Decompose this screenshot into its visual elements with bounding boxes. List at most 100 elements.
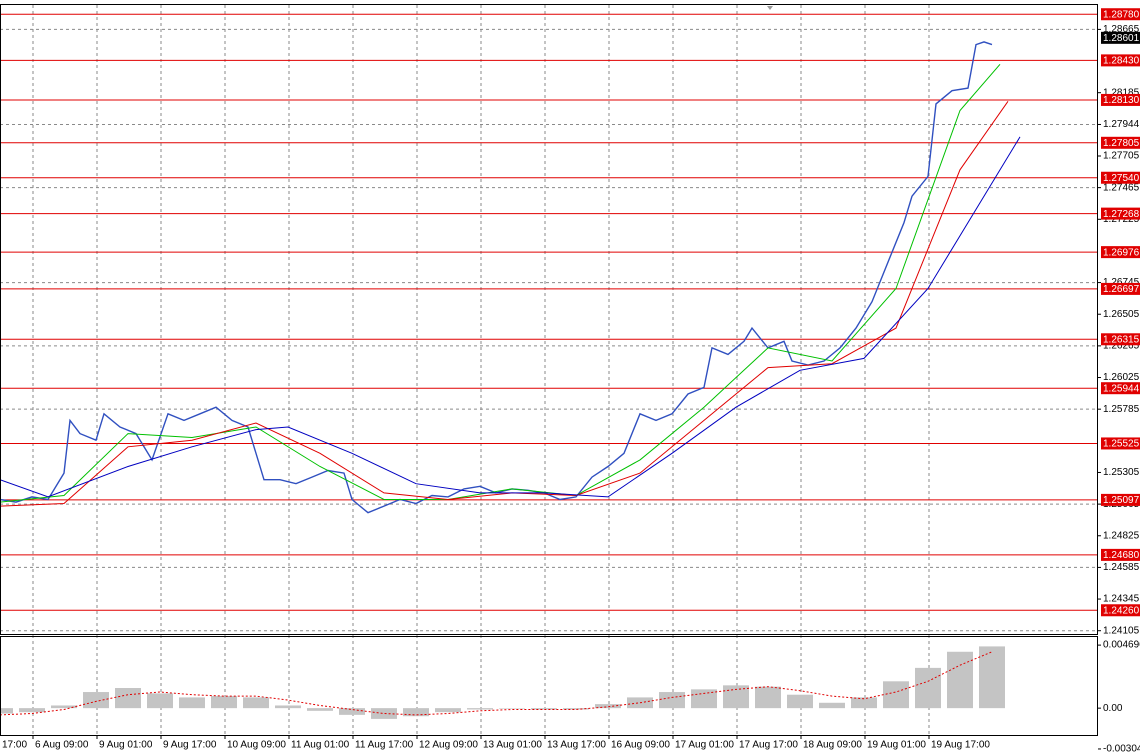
last-price-label: 1.28601 — [1103, 33, 1140, 44]
last-price-box — [1101, 31, 1140, 44]
marks-layer — [0, 41, 1021, 719]
y-tick-label: 1.26265 — [1103, 341, 1140, 352]
histogram-bar — [51, 705, 77, 709]
level-label-box — [1101, 333, 1140, 346]
level-label-box — [1101, 246, 1140, 259]
y-tick-label: -0.00304 — [1103, 744, 1140, 754]
level-label-box — [1101, 136, 1140, 149]
histogram-bar — [915, 667, 941, 709]
histogram-bar — [307, 708, 333, 711]
histogram-bar — [755, 686, 781, 709]
y-tick-label: 1.28665 — [1103, 24, 1140, 35]
y-tick-label: 1.26745 — [1103, 277, 1140, 288]
histogram-bar — [723, 685, 749, 709]
level-label-box — [1101, 93, 1140, 106]
level-label-box — [1101, 382, 1140, 395]
histogram-bar — [211, 696, 237, 709]
histogram-bar — [659, 692, 685, 709]
level-label: 1.25525 — [1103, 439, 1140, 450]
histogram-bar — [243, 697, 269, 709]
shift-marker — [767, 6, 773, 10]
x-tick-label: 19 Aug 17:00 — [931, 740, 990, 751]
histogram-bar — [691, 689, 717, 709]
histogram-bar — [403, 708, 429, 717]
histogram-bar — [851, 697, 877, 709]
level-label: 1.28130 — [1103, 95, 1140, 106]
y-tick-label: 1.28185 — [1103, 87, 1140, 98]
y-tick-label: 1.24825 — [1103, 530, 1140, 541]
x-tick-label: 19 Aug 01:00 — [867, 740, 926, 751]
indicator-pane-frame — [0, 636, 1098, 736]
histogram-bar — [467, 708, 493, 710]
histogram-bar — [19, 708, 45, 713]
y-tick-label: 1.27705 — [1103, 151, 1140, 162]
histogram-bar — [531, 708, 557, 710]
x-tick-label: 16 Aug 09:00 — [611, 740, 670, 751]
histogram-bar — [83, 692, 109, 709]
x-tick-label: 13 Aug 01:00 — [483, 740, 542, 751]
level-label: 1.24260 — [1103, 605, 1140, 616]
x-tick-label: 10 Aug 09:00 — [227, 740, 286, 751]
x-tick-label: 17 Aug 17:00 — [739, 740, 798, 751]
level-label-box — [1101, 54, 1140, 67]
axis-layer: 17:00 6 Aug 09:00 9 Aug 01:00 9 Aug 17:00 10… — [2, 8, 1140, 754]
x-tick-label: 18 Aug 09:00 — [803, 740, 862, 751]
histogram-bar — [115, 688, 141, 709]
histogram-bar — [435, 708, 461, 713]
x-tick-label: 6 Aug 09:00 — [35, 740, 89, 751]
level-label: 1.27805 — [1103, 138, 1140, 149]
y-tick-label: 1.26025 — [1103, 372, 1140, 383]
histogram-bar — [499, 708, 525, 709]
level-label-box — [1101, 604, 1140, 617]
x-tick-label: 11 Aug 17:00 — [355, 740, 414, 751]
x-tick-label: 17:00 — [2, 740, 27, 751]
y-tick-label: 0.004696 — [1103, 640, 1140, 651]
level-label-box — [1101, 282, 1140, 295]
y-tick-label: 1.24345 — [1103, 594, 1140, 605]
level-label: 1.28780 — [1103, 9, 1140, 20]
level-label: 1.25097 — [1103, 495, 1140, 506]
x-tick-label: 9 Aug 01:00 — [99, 740, 153, 751]
level-label-box — [1101, 8, 1140, 21]
histogram-bar — [371, 708, 397, 719]
level-label-box — [1101, 437, 1140, 450]
moving-average — [0, 136, 1021, 498]
level-label: 1.26315 — [1103, 334, 1140, 345]
grid-layer — [0, 5, 1098, 735]
levels-layer — [0, 13, 1098, 611]
histogram-bar — [947, 651, 973, 709]
level-label: 1.26697 — [1103, 284, 1140, 295]
histogram-bar — [339, 708, 365, 715]
y-tick-label: 1.27944 — [1103, 119, 1140, 130]
y-tick-label: 1.25305 — [1103, 467, 1140, 478]
histogram-bar — [147, 693, 173, 709]
histogram-bar — [979, 646, 1005, 709]
histogram-bar — [563, 708, 589, 710]
histogram-bar — [275, 705, 301, 709]
level-label: 1.26976 — [1103, 247, 1140, 258]
x-tick-label: 17 Aug 01:00 — [675, 740, 734, 751]
y-tick-label: 1.24105 — [1103, 625, 1140, 636]
level-label-box — [1101, 493, 1140, 506]
moving-average — [0, 63, 1001, 503]
level-label: 1.27540 — [1103, 173, 1140, 184]
histogram-bar — [883, 681, 909, 709]
signal-line — [0, 651, 993, 716]
histogram-bar — [0, 708, 13, 714]
level-label: 1.25944 — [1103, 383, 1140, 394]
histogram-bar — [819, 702, 845, 709]
histogram-bar — [179, 697, 205, 709]
y-tick-label: 1.25785 — [1103, 404, 1140, 415]
y-tick-label: 1.26505 — [1103, 309, 1140, 320]
level-label-box — [1101, 171, 1140, 184]
level-label-box — [1101, 207, 1140, 220]
y-tick-label: 1.27465 — [1103, 182, 1140, 193]
x-tick-label: 13 Aug 17:00 — [547, 740, 606, 751]
x-tick-label: 9 Aug 17:00 — [163, 740, 217, 751]
price-pane-frame — [0, 4, 1098, 635]
y-tick-label: 0.00 — [1103, 703, 1123, 714]
